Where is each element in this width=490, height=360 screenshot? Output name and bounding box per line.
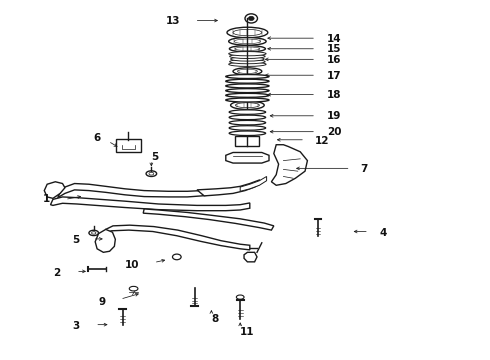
Ellipse shape <box>233 68 262 75</box>
Ellipse shape <box>129 286 138 291</box>
Ellipse shape <box>235 103 259 108</box>
Ellipse shape <box>237 69 257 73</box>
Polygon shape <box>271 145 307 185</box>
Polygon shape <box>226 153 269 163</box>
Text: 14: 14 <box>327 34 341 44</box>
Ellipse shape <box>229 115 266 120</box>
Polygon shape <box>240 176 267 191</box>
Polygon shape <box>95 229 115 252</box>
FancyBboxPatch shape <box>116 139 141 152</box>
Ellipse shape <box>226 79 269 83</box>
Text: 2: 2 <box>53 269 60 279</box>
Ellipse shape <box>235 47 260 50</box>
Text: 1: 1 <box>43 194 50 204</box>
Ellipse shape <box>226 98 269 102</box>
Text: 9: 9 <box>98 297 106 307</box>
Ellipse shape <box>233 30 262 36</box>
Ellipse shape <box>149 172 154 175</box>
Ellipse shape <box>229 110 266 114</box>
Ellipse shape <box>92 232 96 234</box>
Text: 19: 19 <box>327 112 341 121</box>
Text: 17: 17 <box>327 71 341 81</box>
Text: 16: 16 <box>327 55 341 65</box>
Polygon shape <box>244 252 257 262</box>
Polygon shape <box>143 209 274 230</box>
Ellipse shape <box>230 59 265 64</box>
Ellipse shape <box>89 230 98 235</box>
Text: 5: 5 <box>151 152 159 162</box>
Text: 7: 7 <box>360 165 368 174</box>
Ellipse shape <box>229 62 266 66</box>
Ellipse shape <box>226 89 269 93</box>
Ellipse shape <box>227 27 268 38</box>
Polygon shape <box>235 136 259 146</box>
Ellipse shape <box>230 54 265 58</box>
Ellipse shape <box>229 126 266 130</box>
Polygon shape <box>50 197 250 211</box>
Ellipse shape <box>226 93 269 97</box>
Ellipse shape <box>226 75 269 78</box>
Ellipse shape <box>231 101 264 109</box>
Circle shape <box>248 16 254 21</box>
Polygon shape <box>197 180 262 196</box>
Text: 10: 10 <box>125 260 139 270</box>
Text: 15: 15 <box>327 45 341 54</box>
Ellipse shape <box>229 46 266 52</box>
Text: 12: 12 <box>315 136 329 146</box>
Ellipse shape <box>231 57 264 61</box>
Text: 4: 4 <box>379 228 387 238</box>
Text: 8: 8 <box>211 314 219 324</box>
Ellipse shape <box>226 84 269 88</box>
Polygon shape <box>44 182 65 198</box>
Text: 13: 13 <box>166 16 180 26</box>
Text: 18: 18 <box>327 90 341 100</box>
Ellipse shape <box>234 39 261 44</box>
Ellipse shape <box>229 121 266 125</box>
Ellipse shape <box>229 131 266 135</box>
Text: 3: 3 <box>72 321 79 332</box>
Text: 11: 11 <box>240 327 255 337</box>
Ellipse shape <box>229 51 266 56</box>
Text: 6: 6 <box>94 133 101 143</box>
Ellipse shape <box>172 254 181 260</box>
Ellipse shape <box>236 295 244 299</box>
Ellipse shape <box>146 171 157 176</box>
Ellipse shape <box>229 37 266 45</box>
Polygon shape <box>105 225 250 250</box>
Polygon shape <box>58 184 211 198</box>
Text: 20: 20 <box>327 127 341 138</box>
Text: 5: 5 <box>72 235 79 245</box>
